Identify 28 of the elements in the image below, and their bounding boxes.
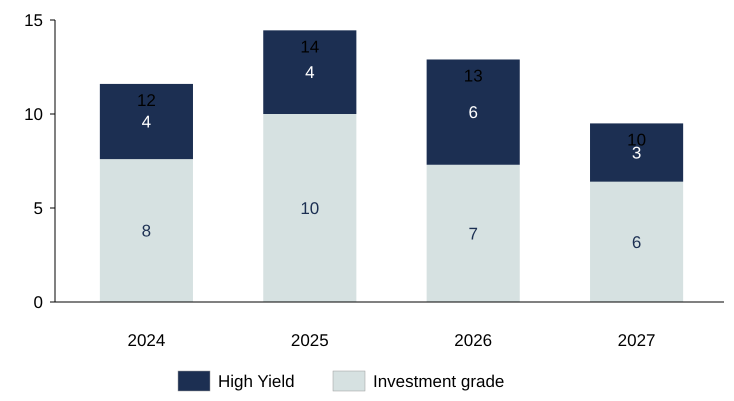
total-label: 14: [300, 37, 320, 56]
x-tick-label: 2027: [618, 331, 656, 350]
data-label: 4: [142, 112, 152, 132]
x-tick-label: 2026: [454, 331, 492, 350]
data-label: 6: [468, 103, 478, 122]
x-tick-label: 2025: [290, 331, 329, 350]
y-tick-label: 0: [34, 293, 43, 312]
data-label: 7: [468, 224, 478, 244]
data-label: 6: [632, 232, 642, 252]
total-label: 12: [136, 90, 156, 110]
legend-label: Investment grade: [373, 372, 504, 391]
y-tick-label: 10: [24, 105, 43, 124]
y-tick-label: 15: [24, 11, 43, 30]
bar: [590, 123, 684, 182]
bar: [590, 182, 684, 302]
bar: [426, 164, 520, 302]
data-label: 8: [142, 222, 152, 241]
bar: [100, 84, 193, 160]
bar: [263, 30, 356, 114]
bar: [100, 159, 193, 302]
x-tick-label: 2024: [128, 331, 166, 350]
legend-label: High Yield: [218, 372, 295, 391]
bar: [263, 114, 356, 302]
data-label: 10: [300, 199, 320, 218]
data-label: 4: [305, 63, 315, 82]
bar: [426, 59, 520, 165]
total-label: 13: [464, 66, 483, 86]
y-tick-label: 5: [34, 199, 43, 218]
